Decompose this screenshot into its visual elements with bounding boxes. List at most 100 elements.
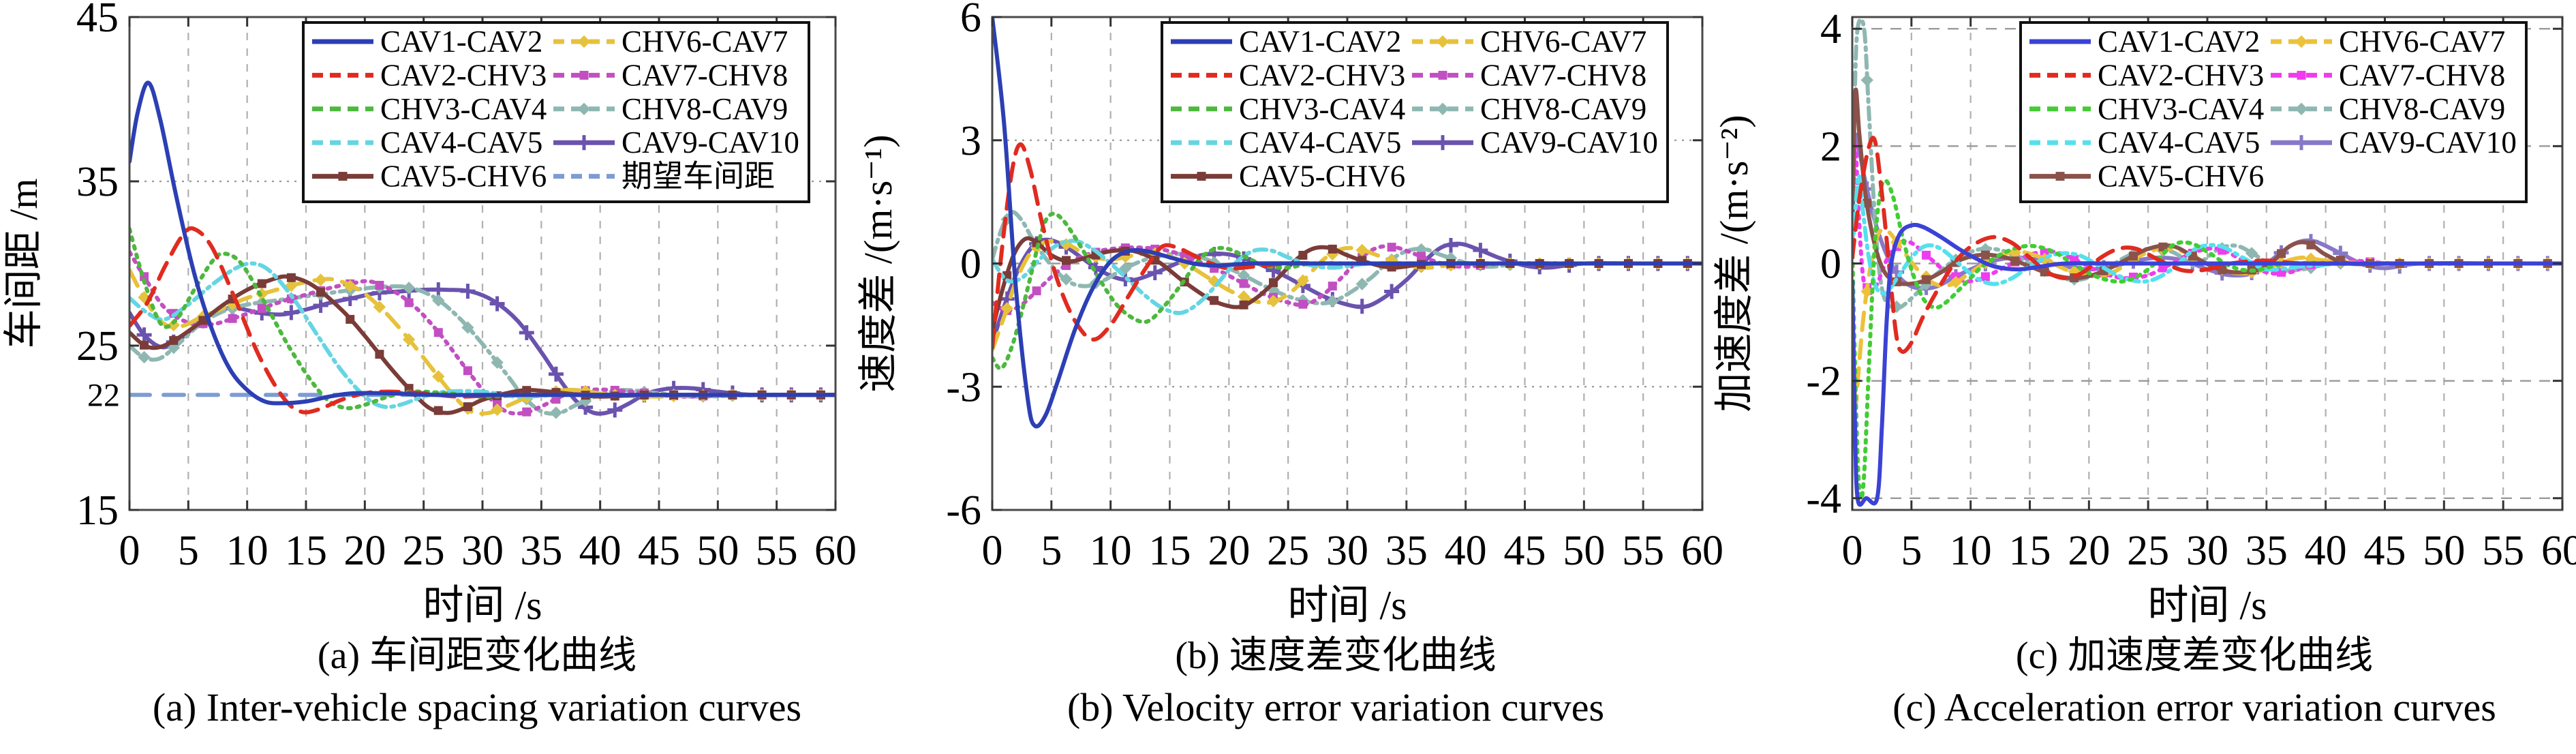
x-tick-label: 10 — [1090, 528, 1132, 574]
x-tick-label: 25 — [2127, 528, 2169, 574]
x-axis-label: 时间 /s — [1287, 583, 1407, 628]
x-tick-label: 15 — [2009, 528, 2051, 574]
x-tick-label: 35 — [1385, 528, 1428, 574]
legend-label: CHV8-CAV9 — [1480, 92, 1646, 126]
x-tick-label: 25 — [1267, 528, 1309, 574]
x-tick-label: 50 — [2423, 528, 2465, 574]
legend-label: CAV5-CHV6 — [2098, 160, 2264, 194]
x-tick-label: 35 — [2245, 528, 2288, 574]
legend-entry-CHV8-CAV9: CHV8-CAV9 — [553, 92, 788, 126]
legend-label: CAV1-CAV2 — [1239, 25, 1401, 59]
x-tick-label: 20 — [2068, 528, 2110, 574]
panel-velocity-chart: 0 5 10 15 20 25 30 35 40 45 50 55 60 -6 -3 0 3 6 时间 /s 速度差 … — [856, 0, 1723, 754]
series-CHV3-CAV4 — [1852, 178, 2562, 501]
legend-label: CAV9-CAV10 — [622, 125, 799, 160]
x-tick-label: 40 — [579, 528, 622, 574]
series-CAV1-CAV2 — [992, 17, 1702, 429]
y-tick-label: -3 — [946, 364, 981, 410]
x-tick-label: 55 — [756, 528, 798, 574]
y-tick-label: 6 — [960, 0, 981, 41]
x-tick-label: 30 — [2186, 528, 2228, 574]
series-group — [129, 80, 835, 419]
desired-spacing-tick-label: 22 — [87, 377, 120, 413]
series-CAV1-CAV2 — [129, 80, 835, 406]
legend-entry-CAV2-CHV3: CAV2-CHV3 — [2029, 58, 2264, 92]
legend-entry-CAV9-CAV10: CAV9-CAV10 — [2271, 125, 2517, 160]
y-tick-label: 35 — [76, 159, 119, 205]
legend-label: CAV4-CAV5 — [380, 125, 542, 160]
series-group — [992, 17, 1702, 429]
x-tick-label: 0 — [119, 528, 140, 574]
y-axis-label: 速度差 /(m·s⁻¹) — [856, 134, 900, 392]
legend-entry-CAV4-CAV5: CAV4-CAV5 — [1171, 125, 1401, 160]
legend-entry-CHV3-CAV4: CHV3-CAV4 — [312, 92, 547, 126]
x-tick-label: 35 — [520, 528, 562, 574]
legend-label: CAV7-CHV8 — [2339, 58, 2505, 92]
legend-entry-CAV9-CAV10: CAV9-CAV10 — [553, 125, 799, 160]
x-tick-label: 40 — [1445, 528, 1487, 574]
legend-entry-CAV9-CAV10: CAV9-CAV10 — [1412, 125, 1658, 160]
legend-entry-CHV6-CAV7: CHV6-CAV7 — [553, 25, 788, 59]
legend-label: CHV8-CAV9 — [2339, 92, 2505, 126]
legend-entry-CAV5-CHV6: CAV5-CHV6 — [2029, 160, 2264, 194]
legend-label: CAV9-CAV10 — [1480, 125, 1658, 160]
legend-entry-CAV2-CHV3: CAV2-CHV3 — [1171, 58, 1405, 92]
series-group — [1852, 17, 2562, 507]
y-tick-label: -2 — [1806, 359, 1841, 405]
legend-label: CHV6-CAV7 — [2339, 25, 2505, 59]
legend-label: 期望车间距 — [622, 160, 775, 194]
legend-label: CAV4-CAV5 — [1239, 125, 1401, 160]
x-tick-label: 30 — [1326, 528, 1368, 574]
x-axis-label: 时间 /s — [423, 583, 542, 628]
legend-label: CAV1-CAV2 — [380, 25, 542, 59]
x-tick-label: 60 — [814, 528, 857, 574]
acceleration-caption-en: (c) Acceleration error variation curves — [1892, 685, 2496, 729]
legend-entry-CAV7-CHV8: CAV7-CHV8 — [553, 58, 788, 92]
x-tick-label: 5 — [1901, 528, 1922, 574]
velocity-caption-zh: (b) 速度差变化曲线 — [1175, 635, 1497, 677]
legend-label: CAV7-CHV8 — [1480, 58, 1646, 92]
x-tick-label: 5 — [178, 528, 199, 574]
legend-label: CHV3-CAV4 — [2098, 92, 2264, 126]
x-tick-label: 10 — [1950, 528, 1992, 574]
y-tick-label: 0 — [960, 241, 981, 288]
x-tick-label: 55 — [1622, 528, 1664, 574]
spacing-caption-zh: (a) 车间距变化曲线 — [317, 635, 637, 677]
x-tick-label: 50 — [1563, 528, 1605, 574]
y-tick-label: 0 — [1820, 241, 1841, 288]
panel-acceleration-chart: 0 5 10 15 20 25 30 35 40 45 50 55 60 -4 -2 0 2 4 时间 /s 加速度差… — [1712, 0, 2576, 754]
x-tick-label: 60 — [2541, 528, 2576, 574]
legend: CAV1-CAV2CAV2-CHV3CHV3-CAV4CAV4-CAV5CAV5… — [302, 21, 810, 203]
legend-label: CAV5-CHV6 — [380, 160, 547, 194]
y-tick-label: 45 — [76, 0, 119, 41]
acceleration-caption-zh: (c) 加速度差变化曲线 — [2015, 635, 2374, 677]
legend: CAV1-CAV2CAV2-CHV3CHV3-CAV4CAV4-CAV5CAV5… — [2019, 21, 2528, 203]
legend-label: CAV2-CHV3 — [380, 58, 547, 92]
y-tick-label: 3 — [960, 118, 981, 164]
legend-entry-CHV3-CAV4: CHV3-CAV4 — [2029, 92, 2264, 126]
series-CHV8-CAV9 — [1852, 17, 2562, 311]
legend: CAV1-CAV2CAV2-CHV3CHV3-CAV4CAV4-CAV5CAV5… — [1161, 21, 1669, 203]
x-tick-label: 20 — [343, 528, 386, 574]
x-tick-label: 40 — [2305, 528, 2347, 574]
spacing-caption-en: (a) Inter-vehicle spacing variation curv… — [152, 685, 802, 729]
legend-entry-CAV4-CAV5: CAV4-CAV5 — [2029, 125, 2260, 160]
legend-entry-CAV7-CHV8: CAV7-CHV8 — [2271, 58, 2505, 92]
x-tick-label: 55 — [2482, 528, 2524, 574]
legend-entry-CAV2-CHV3: CAV2-CHV3 — [312, 58, 547, 92]
legend-entry-CAV1-CAV2: CAV1-CAV2 — [2029, 25, 2260, 59]
y-tick-label: 4 — [1820, 6, 1841, 52]
legend-entry-CAV5-CHV6: CAV5-CHV6 — [312, 160, 547, 194]
legend-entry-CHV8-CAV9: CHV8-CAV9 — [1412, 92, 1646, 126]
legend-entry-CHV8-CAV9: CHV8-CAV9 — [2271, 92, 2505, 126]
legend-entry-CAV5-CHV6: CAV5-CHV6 — [1171, 160, 1405, 194]
x-tick-label: 0 — [982, 528, 1003, 574]
legend-label: CAV2-CHV3 — [1239, 58, 1405, 92]
x-tick-label: 5 — [1041, 528, 1062, 574]
legend-label: CAV5-CHV6 — [1239, 160, 1405, 194]
x-tick-label: 45 — [1504, 528, 1546, 574]
